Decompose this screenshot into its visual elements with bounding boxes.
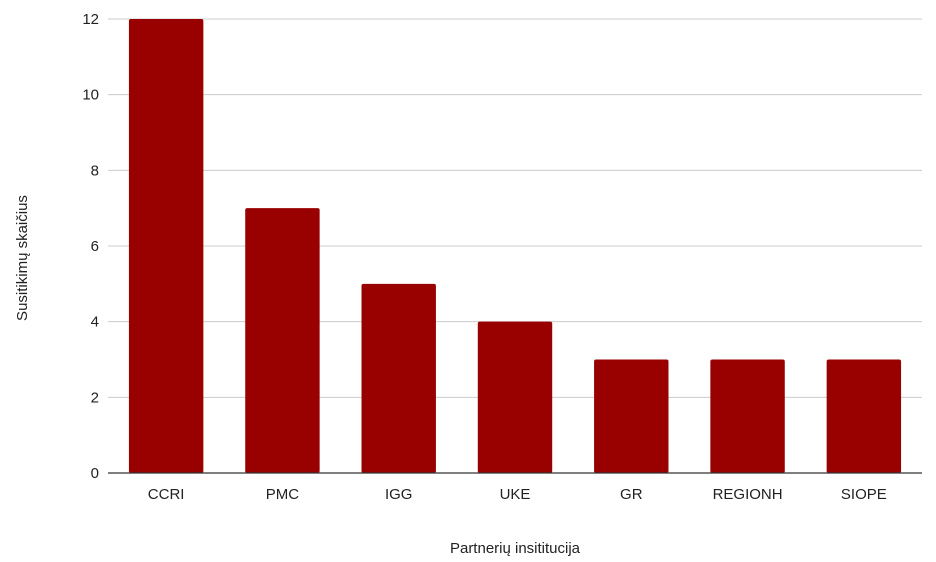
bar-pmc (245, 208, 320, 473)
x-tick-label: CCRI (148, 486, 185, 503)
y-tick-label: 4 (91, 314, 99, 331)
bar-siope (826, 359, 902, 473)
y-axis-title: Susitikimų skaičius (14, 195, 31, 321)
bar-ccri (128, 19, 204, 473)
bar-uke (477, 321, 553, 473)
x-tick-label: UKE (500, 486, 531, 503)
x-tick-label: PMC (266, 486, 300, 503)
bars (128, 19, 902, 473)
y-tick-label: 0 (91, 465, 99, 482)
gridlines (108, 18, 922, 398)
x-axis-tick-labels: CCRI PMC IGG UKE GR REGIONH SIOPE (148, 486, 887, 503)
bar-gr (594, 359, 669, 473)
y-axis-tick-labels: 0 2 4 6 8 10 12 (82, 11, 99, 482)
x-tick-label: REGIONH (713, 486, 783, 503)
y-tick-label: 6 (91, 238, 99, 255)
x-axis-title: Partnerių insititucija (450, 540, 581, 557)
bar-regionh (710, 359, 785, 473)
y-tick-label: 8 (91, 162, 99, 179)
y-tick-label: 10 (82, 87, 99, 104)
x-tick-label: SIOPE (841, 486, 887, 503)
x-tick-label: GR (620, 486, 643, 503)
x-tick-label: IGG (385, 486, 413, 503)
y-tick-label: 2 (91, 389, 99, 406)
bar-igg (361, 283, 436, 473)
y-tick-label: 12 (82, 11, 99, 28)
